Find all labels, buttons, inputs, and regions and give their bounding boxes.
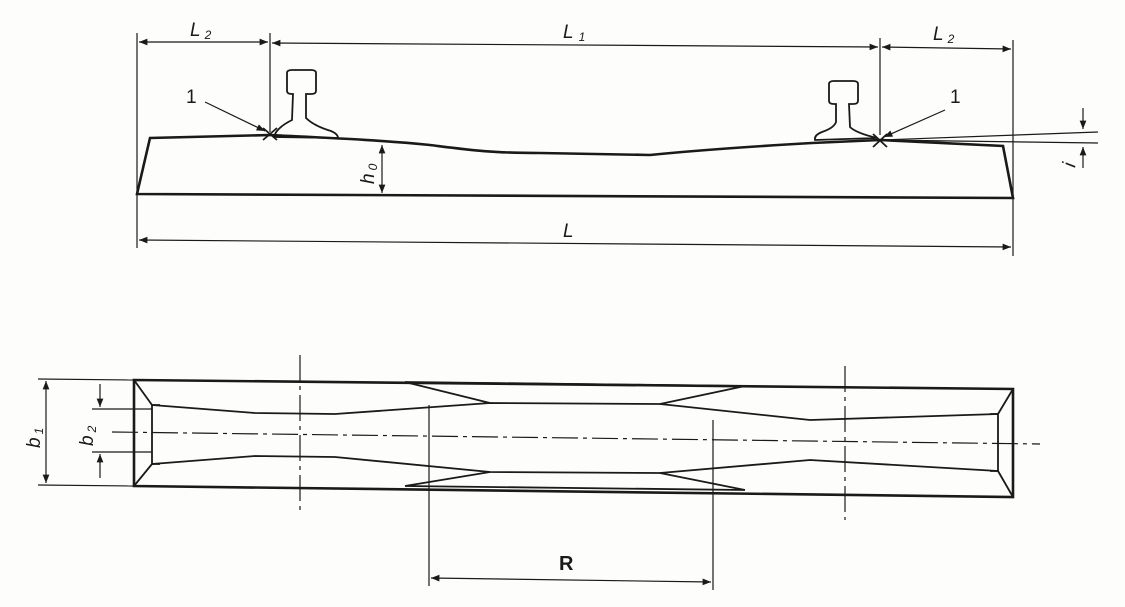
inner-edge-upper (151, 402, 999, 421)
longitudinal-centerline (111, 431, 1041, 445)
rail-right (813, 80, 878, 141)
end-chamfer-right (990, 388, 1014, 498)
inner-edge-lower (151, 455, 999, 474)
extension-line-b1-bottom (37, 484, 135, 487)
inclination-line (879, 139, 1099, 144)
sleeper-profile (135, 133, 1015, 200)
taper-lower (404, 471, 746, 491)
callout-number-left: 1 (186, 87, 197, 108)
rail-seat-mark-left (262, 127, 278, 141)
label-b1: b1 (24, 428, 46, 448)
inclination-reference-line (879, 131, 1099, 141)
extension-line-b1-top (37, 378, 135, 381)
label-h0: h0 (358, 163, 380, 184)
label-b2: b2 (77, 425, 99, 446)
callout-number-right: 1 (950, 87, 961, 108)
plan-view: b1 b2 R (24, 355, 1041, 590)
dimension-line-R (430, 574, 712, 586)
dimension-line-L1 (271, 39, 879, 51)
rail-left (272, 69, 339, 139)
label-i: i (1059, 160, 1081, 169)
dimension-line-L2-right (881, 43, 1012, 53)
callout-leader-left (204, 101, 266, 132)
label-R: R (559, 553, 574, 575)
callout-leader-right (883, 109, 946, 138)
dimension-line-L (138, 236, 1012, 251)
label-L: L (563, 221, 574, 242)
taper-upper (404, 381, 746, 405)
